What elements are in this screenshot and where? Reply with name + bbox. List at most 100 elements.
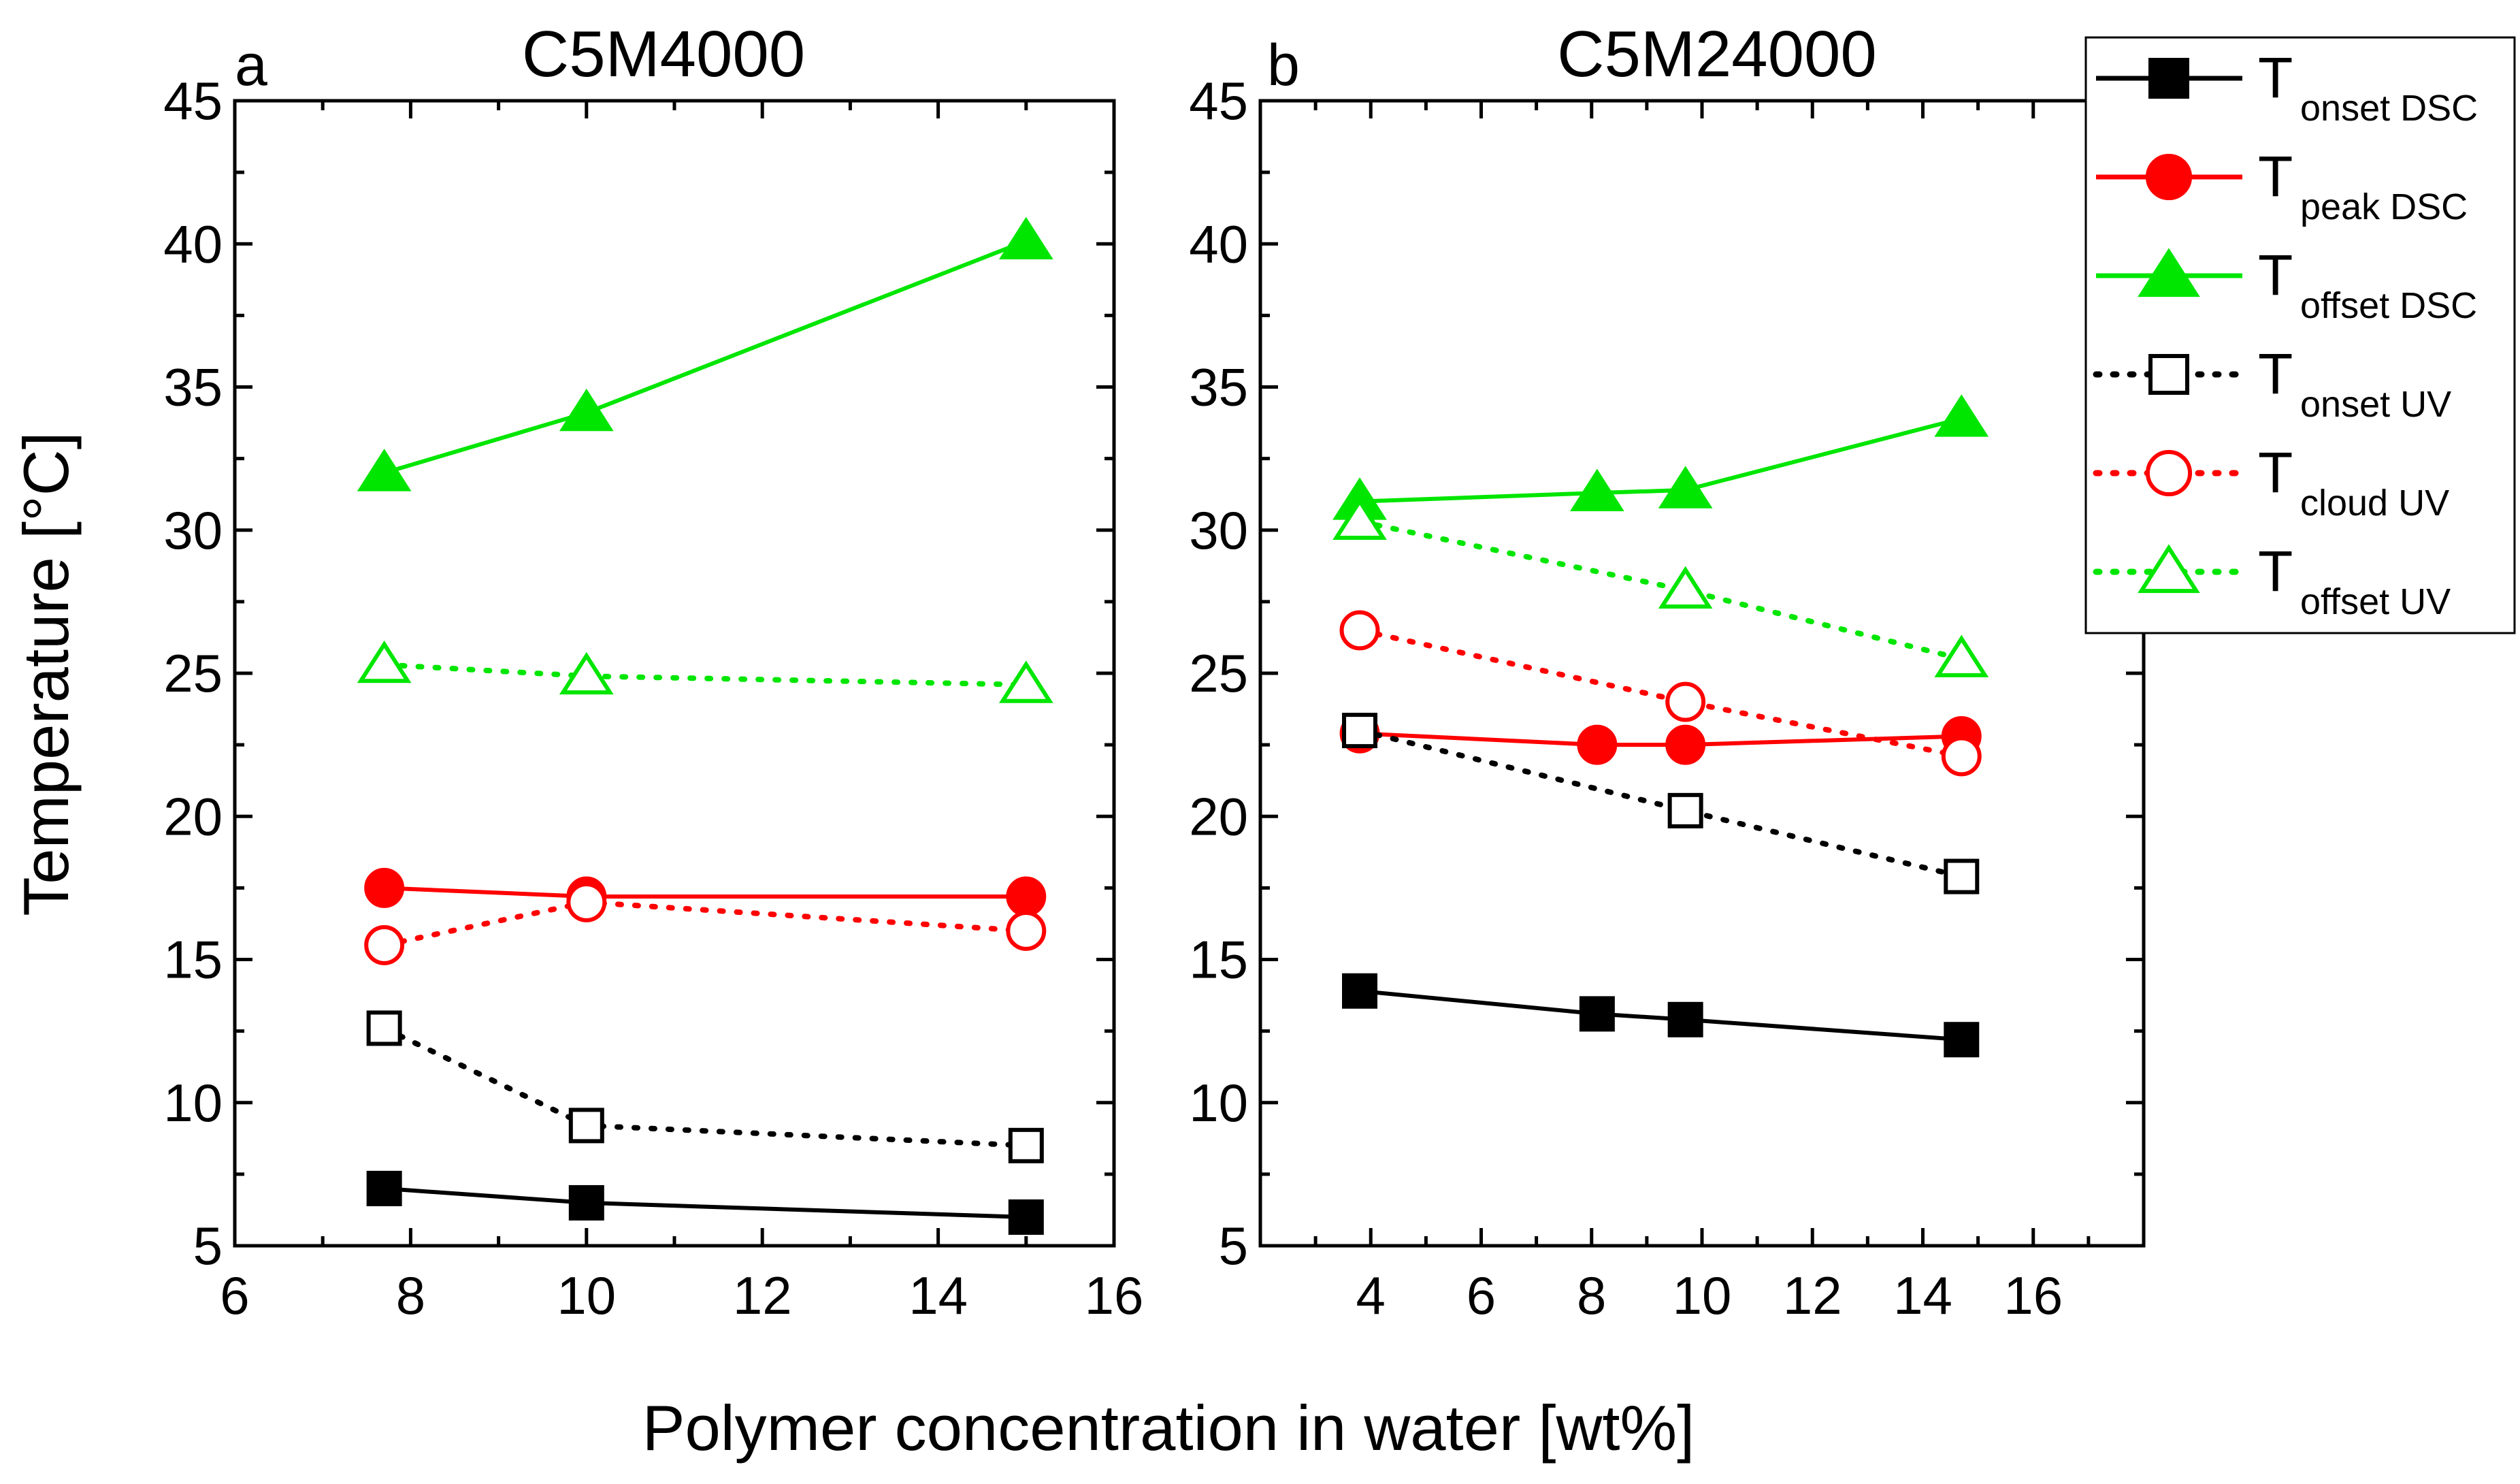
- panel-a-y-tick-label: 45: [163, 71, 223, 131]
- panel-a-x-tick-label: 14: [909, 1265, 968, 1325]
- panel-a-data-point: [366, 1010, 402, 1046]
- panel-b-y-tick-label: 5: [1219, 1216, 1248, 1276]
- panel-a-data-point: [559, 388, 614, 432]
- panel-b-data-point: [1579, 996, 1615, 1032]
- legend-marker: [2145, 449, 2193, 497]
- panel-b-data-point: [1577, 724, 1618, 765]
- panel-a-data-point: [998, 660, 1053, 703]
- panel-a-data-point: [1008, 1127, 1044, 1163]
- panel-b-letter: b: [1267, 33, 1300, 98]
- panel-b-data-point: [1658, 466, 1713, 509]
- legend-label-main: T: [2258, 440, 2293, 504]
- panel-b-x-tick-label: 10: [1673, 1265, 1732, 1325]
- panel-b-data-point: [1667, 1001, 1703, 1037]
- panel-a-x-tick-label: 16: [1085, 1265, 1144, 1325]
- panel-a-series-3: [366, 1010, 1044, 1163]
- panel-b-data-point: [1944, 1022, 1980, 1058]
- panel-a-data-point: [568, 1184, 604, 1221]
- panel-a-data-point: [1008, 1199, 1044, 1235]
- legend-label-main: T: [2258, 243, 2293, 307]
- panel-a-data-point: [366, 1170, 402, 1206]
- panel-a-y-tick-label: 35: [163, 357, 223, 417]
- legend-marker: [2145, 153, 2193, 201]
- panel-b-data-point: [1665, 681, 1706, 722]
- panel-a-y-tick-label: 10: [163, 1073, 223, 1133]
- panel-a-series-4: [364, 882, 1047, 965]
- panel-b-data-point: [1332, 497, 1387, 541]
- panel-a-x-tick-label: 10: [557, 1265, 616, 1325]
- legend-label-main: T: [2258, 46, 2293, 110]
- panel-a-data-point: [357, 449, 412, 491]
- legend-marker: [2148, 354, 2189, 395]
- legend-label-main: T: [2258, 539, 2293, 603]
- panel-b-y-tick-label: 45: [1189, 71, 1248, 131]
- panel-b-data-point: [1342, 973, 1378, 1009]
- panel-a-data-point: [566, 882, 607, 922]
- legend-label-main: T: [2258, 342, 2293, 406]
- panel-a-letter: a: [235, 33, 267, 98]
- panel-b-data-point: [1665, 724, 1706, 765]
- panel-b-frame: [1258, 99, 2146, 1248]
- panel-b-data-point: [1934, 394, 1989, 437]
- panel-b-data-point: [1934, 634, 1989, 677]
- panel-b-chart: b C5M24000 5 10 15 20 25 30 35 40 45 4 6 8 10 12 14 16: [1189, 18, 2146, 1325]
- panel-a-data-point: [364, 867, 405, 908]
- panel-a-x-tick-label: 8: [396, 1265, 425, 1325]
- panel-b-data-point: [1658, 566, 1713, 609]
- panel-b-y-tick-label: 35: [1189, 357, 1248, 417]
- panel-b-y-tick-label: 30: [1189, 500, 1248, 560]
- panel-a-y-tick-label: 15: [163, 930, 223, 990]
- legend-box: [2084, 36, 2516, 634]
- panel-b-y-tick-label: 15: [1189, 930, 1248, 990]
- panel-a-data-point: [1006, 876, 1047, 917]
- panel-a-title: C5M4000: [522, 18, 805, 91]
- panel-a-x-tick-label: 12: [733, 1265, 792, 1325]
- legend-marker: [2148, 58, 2189, 99]
- panel-a-series-2: [357, 216, 1053, 491]
- panel-a-data-point: [357, 640, 412, 683]
- panel-b-x-tick-label: 6: [1467, 1265, 1496, 1325]
- panel-b-y-tick-label: 10: [1189, 1073, 1248, 1133]
- panel-b-data-point: [1342, 713, 1378, 749]
- panel-b-x-tick-label: 4: [1356, 1265, 1386, 1325]
- panel-b-y-tick-label: 25: [1189, 643, 1248, 703]
- panel-b-series-4: [1339, 610, 1982, 777]
- legend-label-sub: offset UV: [2300, 581, 2451, 622]
- panel-b-series-line: [1359, 416, 1963, 504]
- panel-a-series-5: [357, 640, 1053, 703]
- legend-marker: [2138, 544, 2200, 594]
- panel-a-chart: a C5M4000 5 10 15 20 25 30 35 40 45 6 8 10 12 14 16: [163, 18, 1143, 1325]
- legend-label-sub: cloud UV: [2300, 483, 2449, 523]
- panel-b-x-tick-label: 8: [1577, 1265, 1606, 1325]
- panel-a-series-0: [366, 1170, 1044, 1235]
- panel-b-series-line: [1359, 988, 1962, 1042]
- panel-b-data-point: [1667, 792, 1703, 828]
- panel-b-series-5: [1332, 497, 1989, 677]
- panel-a-y-tick-label: 30: [163, 500, 223, 560]
- panel-a-x-tick-label: 6: [220, 1265, 249, 1325]
- panel-b-series-2: [1332, 394, 1989, 520]
- panel-b-x-tick-label: 14: [1893, 1265, 1952, 1325]
- panel-b-series-3: [1342, 713, 1980, 894]
- legend-label-sub: onset DSC: [2300, 88, 2478, 129]
- panel-a-data-point: [559, 651, 614, 695]
- legend-label-sub: onset UV: [2300, 384, 2451, 425]
- panel-b-series-0: [1342, 973, 1980, 1058]
- panel-b-x-tick-label: 16: [2003, 1265, 2063, 1325]
- panel-a-y-tick-label: 40: [163, 214, 223, 274]
- legend-label-sub: peak DSC: [2300, 187, 2468, 227]
- y-axis-title: Temperature [°C]: [10, 432, 82, 916]
- panel-a-data-point: [1006, 911, 1047, 951]
- panel-b-series-line: [1359, 731, 1962, 747]
- panel-b-data-point: [1941, 736, 1982, 777]
- panel-a-y-tick-label: 5: [193, 1216, 223, 1276]
- panel-b-y-tick-label: 20: [1189, 786, 1248, 846]
